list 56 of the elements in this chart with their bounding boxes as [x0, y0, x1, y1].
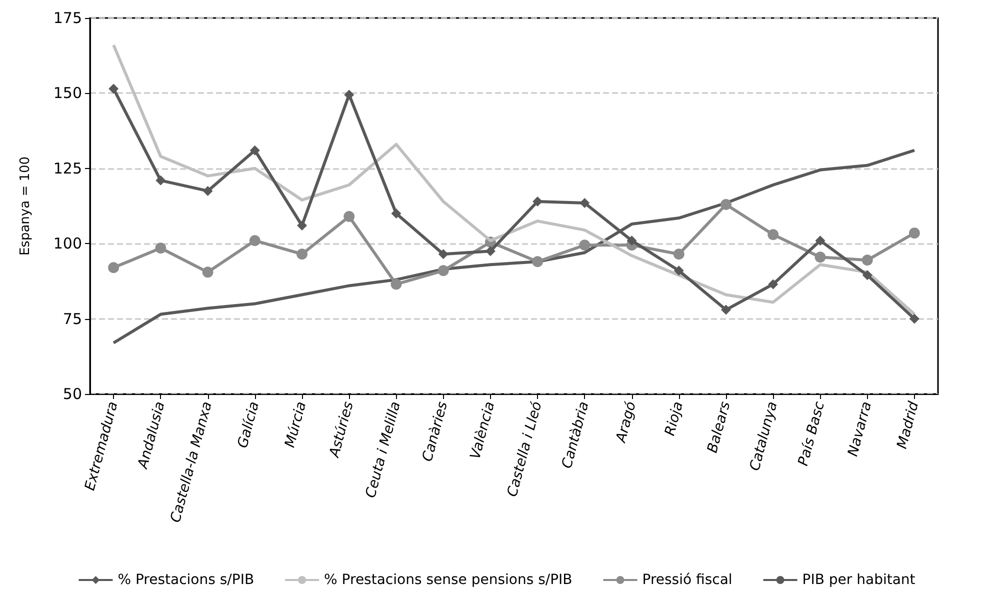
x-tick-label: Balears: [704, 400, 734, 455]
x-tick-label: Ceuta i Melilla: [362, 400, 404, 500]
y-tick-label: 50: [62, 385, 82, 403]
legend-label: PIB per habitant: [802, 572, 916, 588]
point: [532, 196, 543, 206]
y-axis-title: Espanya = 100: [18, 156, 33, 256]
point: [438, 249, 448, 260]
x-tick-label: Aragó: [613, 400, 640, 445]
y-tick-label: 175: [53, 9, 82, 27]
point: [674, 266, 684, 276]
point: [296, 248, 308, 260]
point: [438, 265, 449, 276]
x-tick-label: Castella i Lleó: [504, 400, 546, 499]
point: [580, 198, 590, 208]
point: [626, 236, 637, 246]
point: [250, 145, 260, 156]
y-tick-label: 100: [53, 234, 82, 253]
legend-label: % Prestacions sense pensions s/PIB: [324, 572, 572, 588]
legend-label: Pressió fiscal: [642, 572, 732, 588]
x-tick-label: Múrcia: [282, 400, 310, 450]
point: [344, 90, 354, 100]
point: [156, 175, 166, 186]
point: [814, 252, 826, 263]
x-tick-label: País Basc: [795, 400, 828, 468]
point: [391, 208, 402, 219]
point: [108, 262, 120, 274]
x-tick-label: Rioja: [662, 400, 687, 438]
point: [202, 266, 214, 278]
point: [768, 279, 778, 290]
point: [108, 84, 119, 94]
point: [485, 246, 496, 256]
y-tick-label: 125: [53, 159, 82, 178]
point: [579, 240, 590, 251]
point: [721, 304, 731, 315]
point: [297, 220, 307, 231]
point: [862, 254, 873, 266]
point: [815, 236, 826, 246]
point: [249, 235, 260, 246]
point: [155, 242, 166, 254]
point: [390, 278, 402, 290]
y-tick-label: 150: [53, 84, 82, 102]
x-tick-label: Madrid: [894, 400, 922, 451]
point: [908, 228, 920, 239]
point: [720, 199, 732, 210]
point: [532, 256, 544, 268]
point: [344, 211, 355, 222]
x-tick-label: Galícia: [234, 400, 263, 450]
y-tick-label: 75: [62, 310, 82, 328]
point: [202, 186, 213, 196]
x-tick-label: Navarra: [845, 400, 876, 458]
point: [909, 314, 920, 324]
point: [673, 248, 684, 260]
legend-label: % Prestacions s/PIB: [118, 572, 254, 588]
point: [862, 270, 872, 280]
x-tick-label: Astúries: [326, 400, 357, 460]
point: [768, 229, 779, 240]
